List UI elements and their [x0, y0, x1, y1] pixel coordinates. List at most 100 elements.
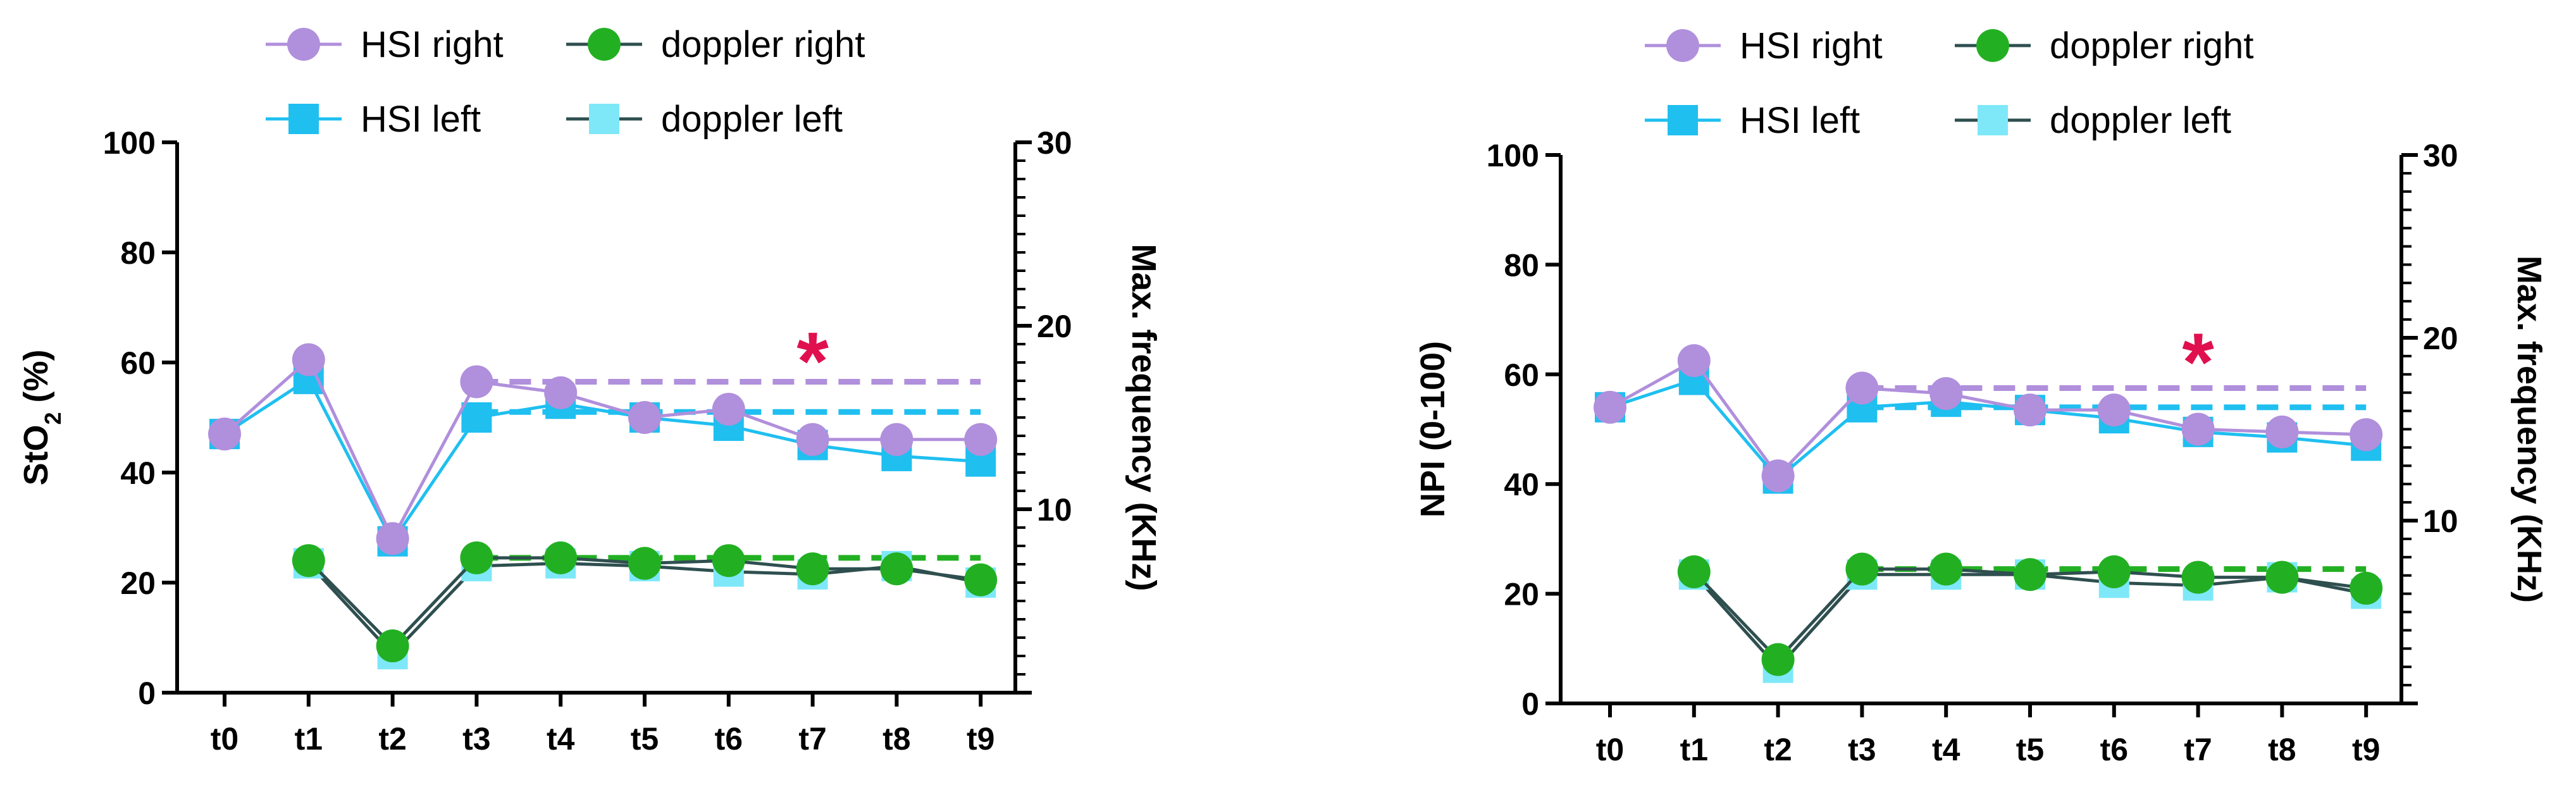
legend-marker — [288, 104, 319, 134]
legend-marker — [589, 104, 619, 134]
legend-label: HSI left — [361, 99, 481, 140]
data-point — [1594, 390, 1626, 424]
data-point — [2350, 418, 2383, 452]
x-tick-label: t6 — [2100, 732, 2128, 767]
legend: HSI right doppler right HSI left doppler le… — [266, 24, 865, 140]
data-point — [460, 541, 493, 574]
x-tick-label: t1 — [295, 721, 323, 757]
left-tick-label: 80 — [1504, 247, 1539, 283]
right-tick-label: 10 — [1037, 492, 1072, 528]
left-axis-title: StO2 (%) — [17, 349, 66, 485]
data-point — [461, 402, 492, 433]
data-point — [292, 343, 325, 376]
legend: HSI right doppler right HSI left doppler le… — [1645, 25, 2253, 141]
data-point — [880, 423, 913, 456]
x-tick-label: t9 — [2352, 732, 2380, 767]
data-point — [628, 401, 661, 434]
x-tick-label: t0 — [1596, 732, 1624, 767]
x-tick-label: t6 — [715, 721, 743, 757]
data-point — [2014, 393, 2047, 427]
data-point — [2097, 393, 2131, 427]
left-tick-label: 20 — [120, 566, 156, 601]
data-point — [1761, 643, 1795, 676]
right-tick-label: 30 — [1037, 125, 1072, 161]
legend-label: HSI right — [1740, 25, 1883, 66]
x-tick-label: t7 — [798, 721, 826, 757]
data-point — [376, 629, 409, 663]
x-tick-label: t9 — [967, 721, 994, 757]
legend-marker — [1976, 29, 2009, 62]
left-tick-label: 0 — [138, 676, 156, 711]
right-tick-label: 20 — [2423, 321, 2458, 356]
x-tick-label: t8 — [2268, 732, 2296, 767]
left-tick-label: 60 — [120, 345, 156, 381]
x-tick-label: t0 — [211, 721, 238, 757]
series-line — [1609, 378, 2367, 481]
x-tick-label: t3 — [1848, 732, 1876, 767]
data-point — [544, 376, 578, 409]
data-point — [292, 544, 325, 578]
data-point — [964, 563, 998, 597]
x-tick-label: t2 — [1764, 732, 1792, 767]
data-point — [1761, 459, 1795, 493]
data-point — [1677, 344, 1711, 378]
x-tick-label: t7 — [2184, 732, 2212, 767]
right-tick-label: 10 — [2423, 504, 2458, 539]
data-point — [1929, 377, 1963, 411]
legend-marker — [1666, 29, 1699, 62]
left-tick-label: 100 — [103, 125, 156, 161]
legend-marker — [1668, 105, 1698, 135]
right-axis-title: Max. frequency (KHz) — [1125, 244, 1163, 591]
left-tick-label: 0 — [1521, 686, 1539, 722]
data-point — [796, 552, 829, 586]
data-point — [2265, 415, 2299, 448]
left-axis-title: NPI (0-100) — [1414, 341, 1452, 517]
left-tick-label: 80 — [120, 235, 156, 271]
legend-label: HSI right — [361, 24, 504, 65]
data-point — [2014, 558, 2047, 591]
data-point — [628, 547, 661, 580]
data-point — [1929, 552, 1963, 586]
left-tick-label: 20 — [1504, 577, 1539, 612]
left-tick-label: 100 — [1487, 138, 1539, 173]
left-tick-label: 60 — [1504, 357, 1539, 393]
x-tick-label: t8 — [882, 721, 910, 757]
data-point — [2350, 571, 2383, 605]
legend-label: HSI left — [1740, 100, 1860, 141]
legend-label: doppler right — [661, 24, 865, 65]
x-tick-label: t5 — [631, 721, 659, 757]
series-line — [223, 357, 981, 542]
data-point — [544, 541, 578, 574]
data-point — [1845, 371, 1879, 405]
data-point — [712, 544, 745, 578]
left-tick-label: 40 — [120, 455, 156, 491]
legend-marker — [1978, 105, 2008, 135]
legend-label: doppler left — [2050, 100, 2231, 141]
significance-marker: * — [2182, 316, 2214, 408]
data-point — [460, 365, 493, 399]
legend-marker — [588, 28, 621, 61]
data-point — [796, 423, 829, 456]
data-point — [880, 552, 913, 586]
x-tick-label: t1 — [1680, 732, 1708, 767]
series-line — [223, 376, 981, 545]
significance-marker: * — [796, 315, 829, 407]
legend-label: doppler right — [2050, 25, 2253, 66]
data-point — [208, 417, 241, 451]
data-point — [1677, 555, 1711, 588]
legend-label: doppler left — [661, 99, 843, 140]
series-line — [1609, 358, 2367, 479]
data-point — [2265, 560, 2299, 594]
data-point — [376, 522, 409, 555]
right-axis-title: Max. frequency (KHz) — [2510, 256, 2548, 603]
data-point — [2097, 555, 2131, 588]
data-point — [1845, 552, 1879, 586]
chart-2: 0 20 40 60 80 100 10 20 30 t0 t1 t2 t3 t4 t5 t6 t7 t8 t9 NP… — [1414, 25, 2548, 767]
data-point — [712, 392, 745, 426]
x-tick-label: t2 — [378, 721, 406, 757]
right-tick-label: 30 — [2423, 138, 2458, 173]
chart-1: 0 20 40 60 80 100 10 20 30 t0 t1 t2 t3 t4 t5 t6 t7 t8 t9 St… — [17, 24, 1163, 757]
x-tick-label: t5 — [2016, 732, 2044, 767]
